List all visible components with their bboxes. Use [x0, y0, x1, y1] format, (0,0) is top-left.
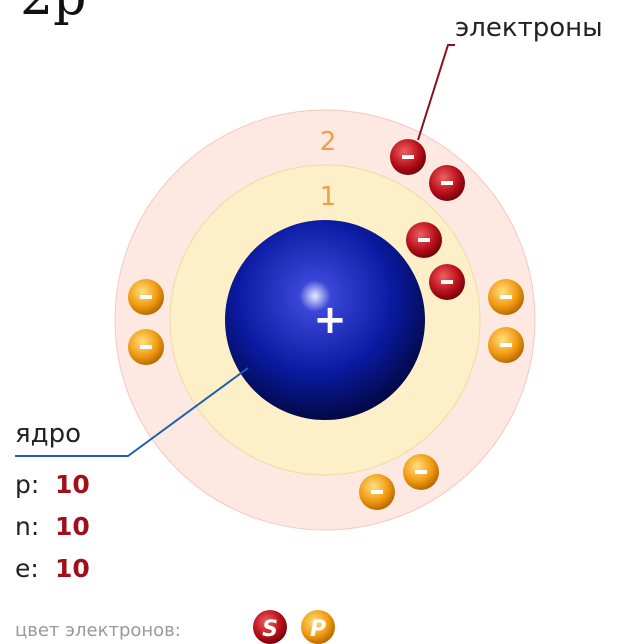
count-label: n:: [15, 512, 39, 541]
count-label: p:: [15, 470, 39, 499]
electron-charge: [500, 295, 512, 299]
nucleus-label: ядро: [15, 419, 81, 449]
electron-charge: [371, 490, 383, 494]
electron-charge: [441, 280, 453, 284]
shell-label: 2: [320, 127, 337, 157]
count-label: e:: [15, 554, 39, 583]
title: 2p: [20, 0, 86, 27]
electron-charge: [415, 470, 427, 474]
shell-label: 1: [320, 182, 337, 212]
count-value: 10: [55, 512, 90, 541]
electron-charge: [418, 238, 430, 242]
pointer-line: [418, 45, 455, 140]
nucleus-symbol: +: [313, 297, 347, 343]
electron-charge: [140, 295, 152, 299]
legend-key-label: S: [262, 617, 278, 642]
electron-charge: [441, 181, 453, 185]
count-value: 10: [55, 470, 90, 499]
page: 2p 2 1 + электроны ядро p: 10 n: 10 e: 1…: [0, 0, 636, 644]
electron-charge: [402, 155, 414, 159]
count-value: 10: [55, 554, 90, 583]
electron-charge: [500, 343, 512, 347]
legend-title: цвет электронов:: [15, 620, 181, 641]
atom-diagram: 2p 2 1 + электроны ядро p: 10 n: 10 e: 1…: [0, 0, 636, 644]
electron-charge: [140, 345, 152, 349]
electrons-label: электроны: [455, 13, 603, 43]
legend-key-label: P: [310, 617, 326, 642]
